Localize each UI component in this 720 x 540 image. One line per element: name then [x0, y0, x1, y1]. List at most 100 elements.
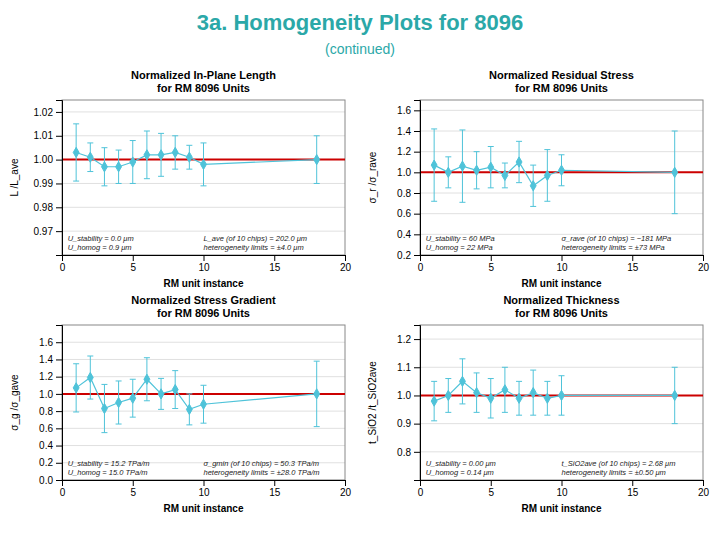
error-bar — [314, 361, 320, 426]
error-bar — [73, 124, 79, 181]
tick: 1.4 — [39, 354, 62, 365]
tick-label: 0.8 — [397, 447, 411, 458]
data-point — [488, 393, 494, 403]
grid-line — [420, 110, 703, 111]
annotation: L_ave (of 10 chips) = 202.0 μmheterogene… — [204, 234, 308, 252]
data-point — [431, 396, 437, 406]
error-bar — [158, 133, 164, 176]
grid — [420, 110, 703, 255]
tick-mark — [204, 255, 205, 261]
data-point — [116, 162, 122, 172]
x-axis: 05101520 — [418, 480, 710, 498]
tick-mark — [414, 367, 420, 368]
tick-mark — [632, 480, 633, 486]
error-bar — [544, 150, 550, 202]
data-point — [158, 150, 164, 160]
tick-label: 1.6 — [397, 105, 411, 116]
tick: 20 — [340, 480, 352, 498]
tick: 5 — [130, 480, 136, 498]
tick: 0.9 — [397, 418, 420, 429]
data-point — [201, 399, 207, 409]
tick-label: 0 — [418, 262, 424, 273]
tick: 1.0 — [397, 390, 420, 401]
tick-mark — [703, 255, 704, 261]
tick-label: 1.6 — [39, 337, 53, 348]
tick: 1.6 — [39, 337, 62, 348]
data-point — [460, 376, 466, 386]
tick: 1.2 — [397, 146, 420, 157]
tick-label: 0.98 — [34, 202, 54, 213]
data-point — [502, 385, 508, 395]
panel-title: Normalized In-Plane Lengthfor RM 8096 Un… — [131, 69, 276, 94]
tick-mark — [56, 136, 62, 137]
data-point — [116, 397, 122, 407]
data-point — [544, 170, 550, 180]
plot-frame — [420, 100, 703, 255]
tick-label: 0.4 — [39, 440, 53, 451]
text-line: Normalized Residual Stress — [489, 69, 634, 81]
tick: 1.0 — [39, 389, 62, 400]
data-line — [434, 162, 675, 186]
x-axis: 05101520 — [60, 255, 352, 273]
annotation: U_stability = 0.00 μmU_homog = 0.14 μm — [426, 459, 496, 477]
data-line — [76, 152, 317, 166]
tick-label: 0.4 — [397, 229, 411, 240]
grid-line — [62, 207, 345, 208]
error-bar — [186, 145, 192, 169]
tick-mark — [491, 480, 492, 486]
data-point — [144, 374, 150, 384]
tick-mark — [56, 480, 62, 481]
tick: 20 — [698, 480, 710, 498]
tick-mark — [133, 480, 134, 486]
tick: 10 — [556, 255, 568, 273]
tick: 1.6 — [397, 105, 420, 116]
tick-mark — [274, 480, 275, 486]
tick-mark — [414, 152, 420, 153]
data-point — [314, 389, 320, 399]
text-line: U_homog = 0.14 μm — [426, 468, 494, 477]
tick-mark — [703, 480, 704, 486]
tick-label: 0.99 — [34, 178, 54, 189]
tick: 15 — [269, 255, 281, 273]
error-bar — [488, 379, 494, 418]
error-bar — [144, 131, 150, 179]
y-axis: 0.00.20.40.60.81.01.21.41.6 — [39, 326, 62, 486]
error-bar — [172, 371, 178, 409]
tick: 0 — [60, 255, 66, 273]
error-bar — [502, 367, 508, 412]
text-line: U_homog = 22 MPa — [426, 243, 493, 252]
text-line: t_SiO2ave (of 10 chips) = 2.68 μm — [562, 459, 676, 468]
error-bar — [445, 379, 451, 413]
error-bar — [201, 385, 207, 423]
tick-mark — [56, 207, 62, 208]
tick-mark — [56, 377, 62, 378]
tick-label: 15 — [627, 262, 639, 273]
grid-line — [62, 376, 345, 377]
tick-label: 15 — [269, 262, 281, 273]
tick-mark — [56, 446, 62, 447]
data-point — [502, 170, 508, 180]
data-point — [516, 157, 522, 167]
error-bar — [559, 376, 565, 415]
tick-mark — [56, 231, 62, 232]
tick: 1.2 — [39, 371, 62, 382]
tick: 0.97 — [34, 226, 62, 237]
tick-label: 0.2 — [397, 250, 411, 261]
error-bar — [431, 129, 437, 201]
tick-label: 0 — [60, 262, 66, 273]
tick-label: 1.1 — [397, 362, 411, 373]
tick: 5 — [488, 255, 494, 273]
tick: 0.8 — [397, 447, 420, 458]
tick-label: 0.6 — [397, 208, 411, 219]
tick: 20 — [698, 255, 710, 273]
tick-label: 0.97 — [34, 226, 54, 237]
data-point — [530, 388, 536, 398]
title: 3a. Homogeneity Plots for 8096 — [197, 10, 523, 35]
tick-label: 10 — [556, 487, 568, 498]
error-bar — [87, 356, 93, 399]
annotation: σ_gmin (of 10 chips) = 50.3 TPa/mheterog… — [204, 459, 320, 477]
tick-label: 20 — [340, 487, 352, 498]
tick-label: 1.2 — [397, 146, 411, 157]
tick-label: 20 — [698, 262, 710, 273]
tick-label: 1.0 — [397, 167, 411, 178]
